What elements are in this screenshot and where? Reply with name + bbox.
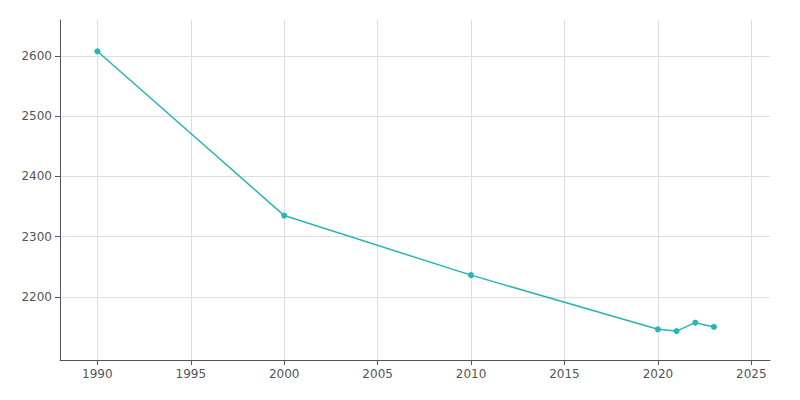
- svg-text:2000: 2000: [269, 367, 300, 381]
- svg-text:1995: 1995: [176, 367, 207, 381]
- svg-text:2025: 2025: [736, 367, 767, 381]
- svg-text:2005: 2005: [362, 367, 393, 381]
- svg-text:2600: 2600: [21, 49, 52, 63]
- svg-text:2200: 2200: [21, 290, 52, 304]
- svg-text:1990: 1990: [82, 367, 113, 381]
- svg-text:2400: 2400: [21, 169, 52, 183]
- svg-text:2015: 2015: [549, 367, 580, 381]
- svg-text:2500: 2500: [21, 109, 52, 123]
- svg-text:2010: 2010: [456, 367, 487, 381]
- svg-text:2020: 2020: [643, 367, 674, 381]
- svg-text:2300: 2300: [21, 230, 52, 244]
